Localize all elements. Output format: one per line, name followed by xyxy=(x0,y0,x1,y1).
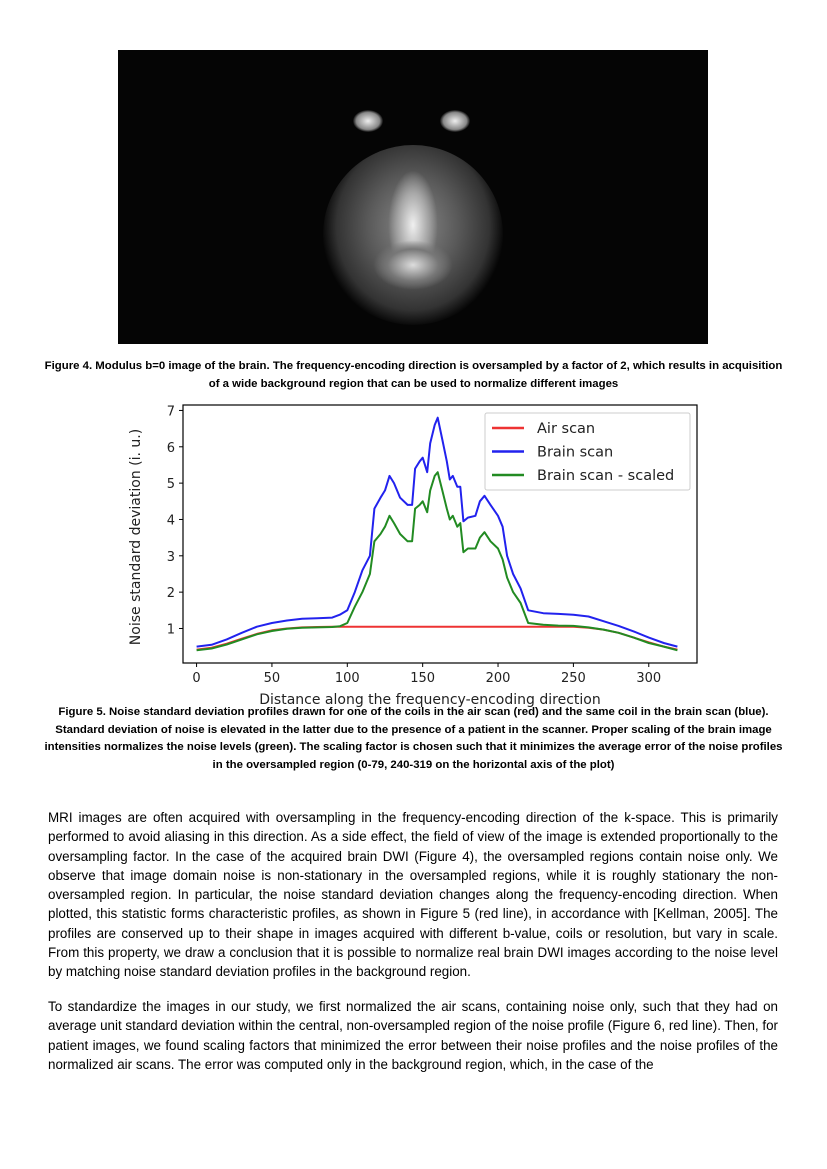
x-tick-label: 200 xyxy=(486,671,511,686)
x-axis-label: Distance along the frequency-encoding di… xyxy=(259,692,600,708)
legend-label: Brain scan - scaled xyxy=(537,468,674,484)
y-tick-label: 5 xyxy=(167,477,175,492)
y-tick-label: 4 xyxy=(167,513,175,528)
series-line-brain-scan-scaled xyxy=(196,471,678,652)
x-tick-label: 100 xyxy=(335,671,360,686)
x-tick-label: 0 xyxy=(192,671,200,686)
x-tick-label: 300 xyxy=(636,671,661,686)
noise-profile-chart: 0 50 100 150 200 250 300 1 2 3 4 5 6 7 Distance along … xyxy=(128,404,698,708)
plot-frame xyxy=(182,404,698,664)
brain-mri-image xyxy=(118,50,708,344)
body-paragraph-1: MRI images are often acquired with overs… xyxy=(48,810,778,980)
series-line-brain-scan xyxy=(196,416,678,648)
x-tick-label: 50 xyxy=(264,671,281,686)
y-tick-label: 1 xyxy=(167,622,175,637)
y-tick-label: 6 xyxy=(167,441,175,456)
body-paragraph-2: To standardize the images in our study, … xyxy=(48,999,778,1072)
y-tick-label: 3 xyxy=(167,550,175,565)
y-axis-label: Noise standard deviation (i. u.) xyxy=(128,429,144,645)
x-tick-label: 150 xyxy=(410,671,435,686)
x-tick-label: 250 xyxy=(561,671,586,686)
y-tick-label: 7 xyxy=(167,404,175,419)
legend-box xyxy=(484,412,691,491)
figure5-caption: Figure 5. Noise standard deviation profi… xyxy=(44,706,783,771)
figure4-caption: Figure 4. Modulus b=0 image of the brain… xyxy=(44,360,783,390)
legend-label: Air scan xyxy=(537,421,595,437)
legend-label: Brain scan xyxy=(537,445,613,461)
y-tick-label: 2 xyxy=(167,586,175,601)
